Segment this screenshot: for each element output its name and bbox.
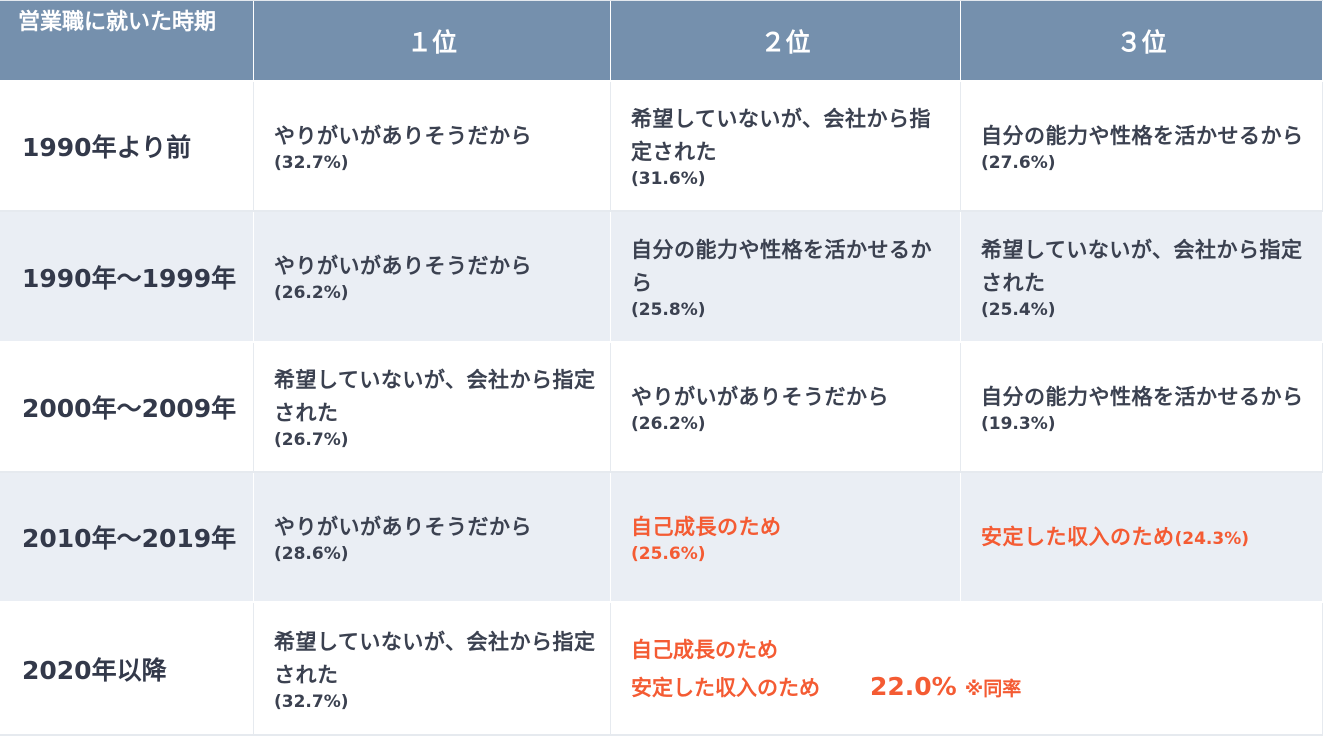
reason-text: 希望していないが、会社から指定された	[981, 237, 1303, 295]
period-cell: 2010年〜2019年	[0, 473, 254, 603]
rank-1-cell: 希望していないが、会社から指定された (26.7%)	[254, 343, 611, 473]
rank-1-cell: やりがいがありそうだから (26.2%)	[254, 212, 611, 343]
header-rank-1-label: １位	[406, 27, 457, 57]
reason-percent-highlight: (25.6%)	[631, 543, 706, 564]
rank-3-cell: 自分の能力や性格を活かせるから (19.3%)	[961, 343, 1323, 473]
reason-percent: (25.8%)	[631, 299, 706, 320]
reason-text: 自分の能力や性格を活かせるから	[981, 123, 1304, 148]
reason-text-highlight: 安定した収入のため	[981, 524, 1175, 549]
reason-text: 希望していないが、会社から指定された	[274, 629, 596, 687]
reason-text: やりがいがありそうだから	[631, 384, 889, 409]
tie-note: ※同率	[964, 677, 1022, 700]
period-cell: 1990年〜1999年	[0, 212, 254, 343]
rank-3-cell: 安定した収入のため(24.3%)	[961, 473, 1323, 603]
merged-percent: 22.0%	[870, 671, 957, 701]
reason-percent: (19.3%)	[981, 413, 1056, 434]
header-rank-2: ２位	[611, 1, 961, 82]
reason-text: 自分の能力や性格を活かせるから	[981, 384, 1304, 409]
rank-1-cell: やりがいがありそうだから (28.6%)	[254, 473, 611, 603]
header-period: 営業職に就いた時期	[0, 1, 254, 82]
header-rank-3-label: ３位	[1116, 27, 1167, 57]
reason-text: やりがいがありそうだから	[274, 254, 532, 278]
header-period-label: 営業職に就いた時期	[18, 10, 217, 35]
reason-text: 希望していないが、会社から指定された	[274, 368, 596, 425]
rank-2-cell: やりがいがありそうだから (26.2%)	[611, 343, 961, 473]
reason-inline: 安定した収入のため(24.3%)	[981, 521, 1249, 554]
rank-2-cell: 自分の能力や性格を活かせるから (25.8%)	[611, 212, 961, 343]
period-cell: 2000年〜2009年	[0, 343, 254, 473]
merged-reason-1: 自己成長のため	[631, 637, 778, 662]
reason-percent: (26.7%)	[274, 430, 349, 450]
rank-3-cell: 自分の能力や性格を活かせるから (27.6%)	[961, 82, 1323, 212]
reason-percent: (32.7%)	[274, 152, 349, 173]
header-rank-1: １位	[254, 1, 611, 82]
merged-reason-2: 安定した収入のため	[631, 675, 820, 700]
reason-text: 希望していないが、会社から指定された	[631, 107, 931, 164]
reason-percent: (32.7%)	[274, 691, 349, 712]
rank-1-cell: やりがいがありそうだから (32.7%)	[254, 82, 611, 212]
reason-percent: (26.2%)	[631, 413, 706, 434]
reason-percent: (27.6%)	[981, 152, 1056, 173]
reason-percent: (26.2%)	[274, 283, 349, 303]
period-cell: 1990年より前	[0, 82, 254, 212]
rank-2-3-merged-cell: 自己成長のため 安定した収入のため 22.0% ※同率	[611, 603, 1323, 736]
rank-1-cell: 希望していないが、会社から指定された (32.7%)	[254, 603, 611, 736]
rank-3-cell: 希望していないが、会社から指定された (25.4%)	[961, 212, 1323, 343]
reason-percent: (25.4%)	[981, 299, 1056, 320]
reason-percent: (28.6%)	[274, 543, 349, 564]
reason-percent: (31.6%)	[631, 169, 706, 189]
period-cell: 2020年以降	[0, 603, 254, 736]
reason-percent-highlight: (24.3%)	[1174, 528, 1250, 549]
merged-reason-2-line: 安定した収入のため 22.0% ※同率	[631, 669, 1021, 707]
reason-text: やりがいがありそうだから	[274, 123, 532, 148]
header-rank-2-label: ２位	[760, 27, 811, 57]
reason-text: やりがいがありそうだから	[274, 514, 532, 539]
rank-2-cell: 希望していないが、会社から指定された (31.6%)	[611, 82, 961, 212]
rank-2-cell: 自己成長のため (25.6%)	[611, 473, 961, 603]
reason-text: 自分の能力や性格を活かせるから	[631, 237, 932, 295]
header-rank-3: ３位	[961, 1, 1323, 82]
reason-text-highlight: 自己成長のため	[631, 514, 782, 539]
